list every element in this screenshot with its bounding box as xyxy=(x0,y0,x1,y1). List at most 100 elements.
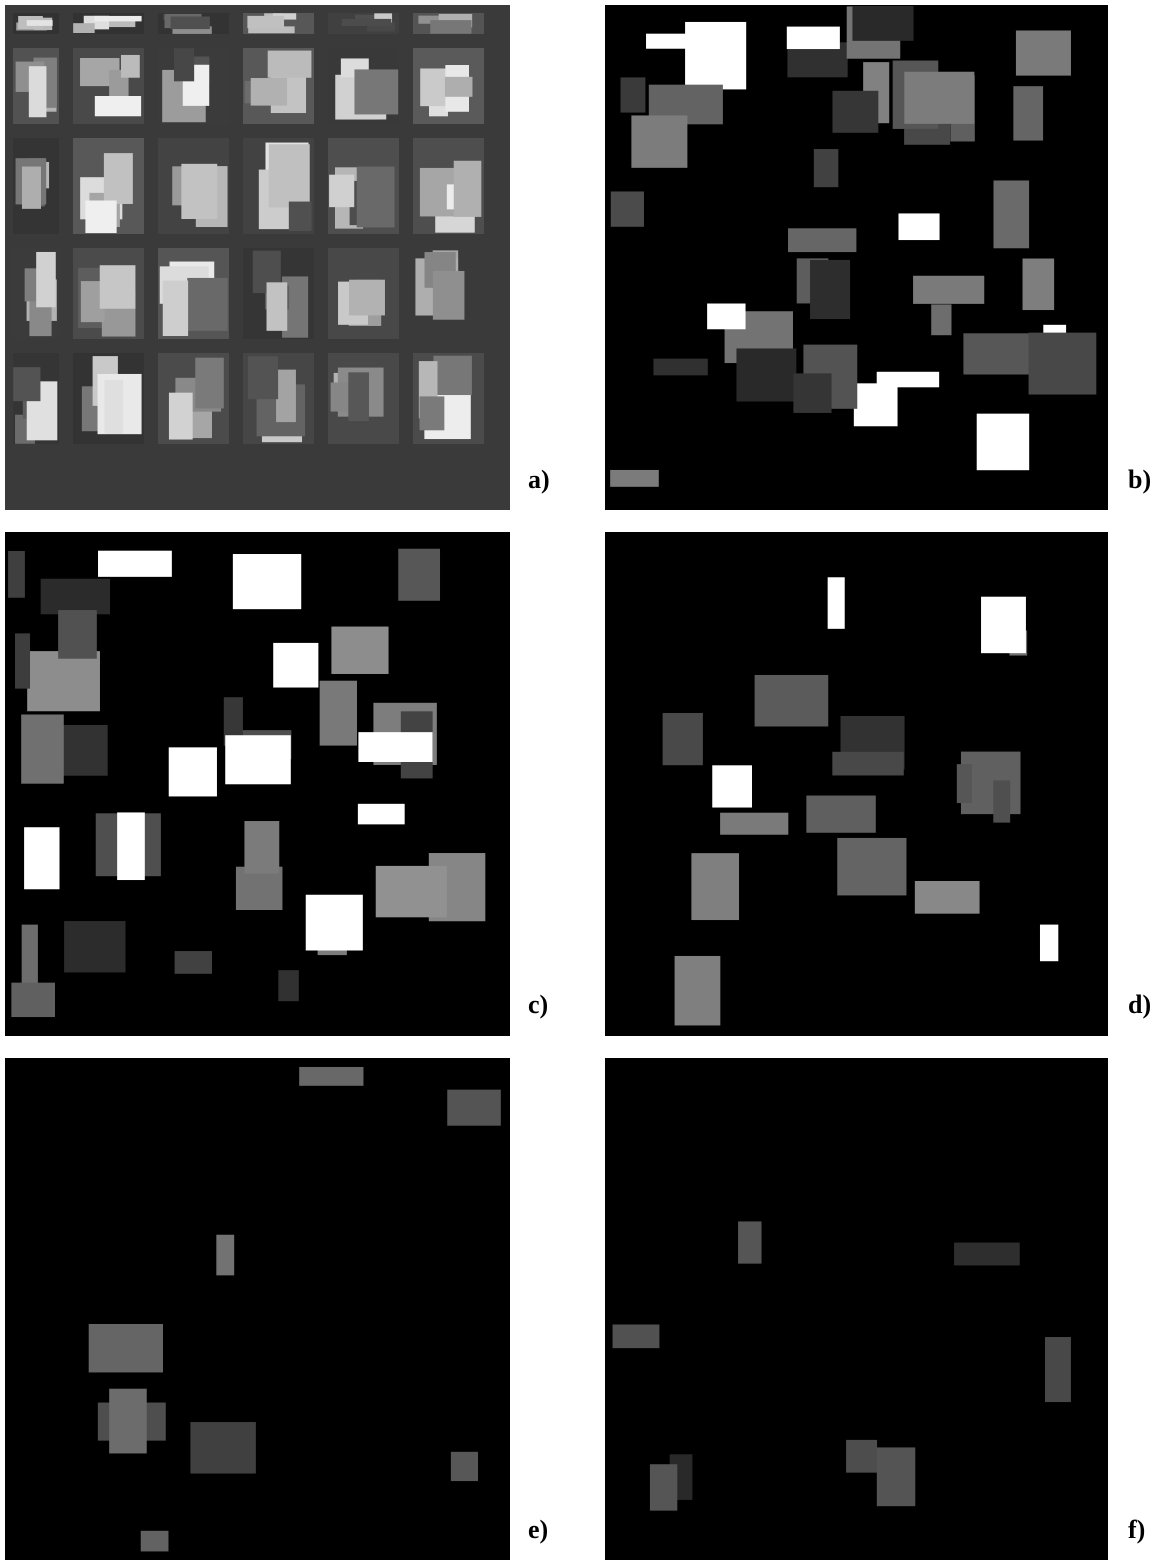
image-region xyxy=(433,356,471,395)
image-region xyxy=(712,765,752,807)
image-region xyxy=(13,367,40,401)
image-region xyxy=(1029,333,1097,395)
image-region xyxy=(420,396,445,430)
image-region xyxy=(793,373,831,413)
panel-label: b) xyxy=(1128,465,1151,494)
panel-label: e) xyxy=(528,1515,548,1544)
panel-image xyxy=(5,5,510,510)
image-region xyxy=(98,551,172,577)
image-region xyxy=(24,827,59,889)
panel-image xyxy=(605,532,1108,1036)
image-region xyxy=(21,714,64,783)
image-region xyxy=(269,144,310,207)
image-region xyxy=(1045,1337,1071,1402)
panel-label: c) xyxy=(528,990,548,1019)
image-region xyxy=(1040,925,1058,962)
image-region xyxy=(174,48,194,81)
panel-image xyxy=(605,1058,1108,1560)
image-region xyxy=(846,1440,877,1473)
image-region xyxy=(233,554,301,609)
image-region xyxy=(904,72,974,124)
image-region xyxy=(268,51,312,78)
image-region xyxy=(738,1221,761,1263)
image-region xyxy=(832,91,878,133)
image-region xyxy=(105,380,124,434)
image-region xyxy=(73,23,95,33)
image-region xyxy=(349,280,385,316)
image-region xyxy=(828,577,845,629)
image-region xyxy=(613,1324,660,1348)
image-region xyxy=(954,1243,1020,1266)
image-region xyxy=(163,281,188,336)
panel-image xyxy=(5,532,510,1036)
image-region xyxy=(8,551,25,598)
panel-label: d) xyxy=(1128,990,1151,1019)
image-region xyxy=(15,633,30,688)
image-region xyxy=(915,881,980,914)
image-region xyxy=(342,19,391,26)
image-region xyxy=(94,16,141,21)
image-region xyxy=(376,866,447,917)
image-region xyxy=(837,838,906,895)
image-region xyxy=(685,22,746,89)
image-region xyxy=(109,1389,147,1454)
image-region xyxy=(1023,259,1055,311)
image-region xyxy=(433,271,465,320)
image-region xyxy=(195,358,224,409)
image-region xyxy=(320,681,357,746)
image-region xyxy=(41,579,110,615)
image-region xyxy=(22,925,38,990)
image-region xyxy=(95,96,141,116)
image-region xyxy=(248,356,278,399)
image-region xyxy=(398,549,440,601)
image-region xyxy=(981,597,1026,653)
image-region xyxy=(646,34,689,49)
image-region xyxy=(877,1447,915,1506)
image-region xyxy=(273,643,318,688)
image-region xyxy=(447,1090,501,1126)
image-region xyxy=(675,956,721,1026)
image-region xyxy=(898,213,939,240)
image-region xyxy=(358,804,405,825)
image-region xyxy=(814,149,838,187)
image-region xyxy=(806,796,875,833)
image-region xyxy=(852,6,913,41)
image-region xyxy=(621,77,646,112)
image-region xyxy=(171,17,210,30)
image-region xyxy=(445,77,473,97)
image-region xyxy=(610,470,659,487)
image-region xyxy=(267,282,288,331)
image-region xyxy=(216,1235,234,1276)
image-region xyxy=(85,200,116,233)
image-region xyxy=(251,78,287,106)
image-region xyxy=(22,167,41,209)
image-region xyxy=(29,66,47,117)
image-region xyxy=(36,252,56,307)
image-region xyxy=(289,202,312,231)
image-region xyxy=(993,180,1029,248)
image-region xyxy=(854,383,898,426)
image-region xyxy=(89,1324,163,1372)
image-region xyxy=(141,1531,169,1552)
image-region xyxy=(913,276,984,304)
image-region xyxy=(190,1422,255,1474)
image-region xyxy=(225,735,291,784)
image-region xyxy=(707,304,745,330)
image-region xyxy=(611,191,644,226)
image-region xyxy=(104,153,133,204)
image-region xyxy=(247,16,284,28)
image-region xyxy=(1016,30,1071,75)
image-region xyxy=(244,821,279,874)
image-region xyxy=(306,895,363,951)
image-region xyxy=(169,393,193,440)
image-region xyxy=(121,55,140,78)
image-region xyxy=(100,265,136,309)
image-region xyxy=(175,951,212,974)
image-region xyxy=(278,970,298,1001)
image-region xyxy=(11,983,55,1017)
image-region xyxy=(348,372,369,421)
image-region xyxy=(276,370,296,423)
panel-image xyxy=(5,1058,510,1560)
image-region xyxy=(977,414,1029,471)
image-region xyxy=(963,333,1037,374)
